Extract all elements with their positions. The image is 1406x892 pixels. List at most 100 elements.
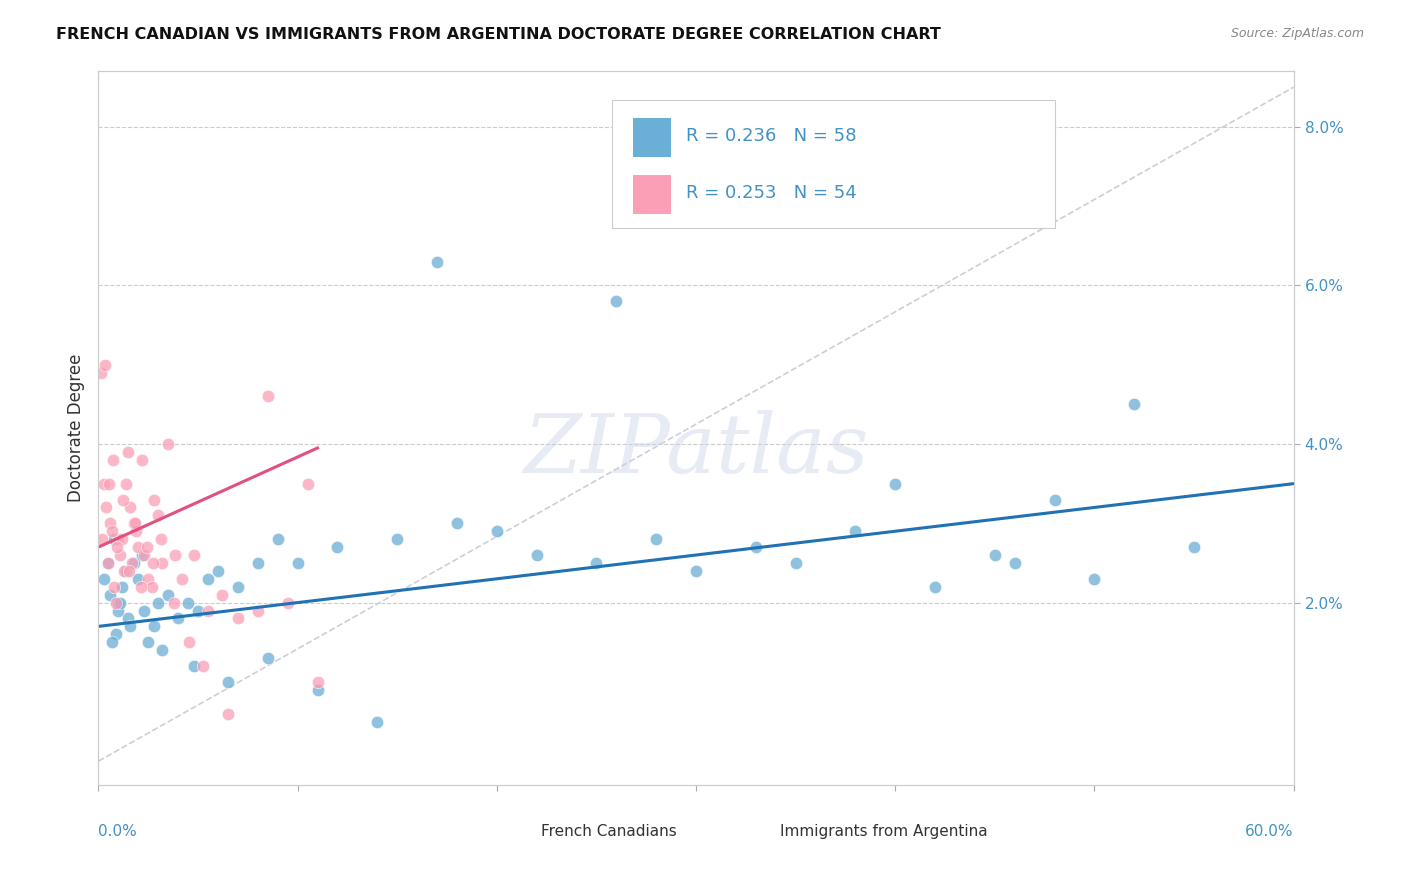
Point xyxy=(685,564,707,578)
Point xyxy=(307,674,329,689)
Point xyxy=(307,682,329,697)
Point xyxy=(446,516,468,531)
Point xyxy=(97,556,120,570)
Point xyxy=(103,532,125,546)
Point xyxy=(1182,540,1205,554)
Point xyxy=(256,651,278,665)
Point xyxy=(103,453,125,467)
Point xyxy=(124,516,146,531)
Point xyxy=(207,564,229,578)
Point xyxy=(326,540,349,554)
Point xyxy=(1083,572,1105,586)
Point xyxy=(107,532,129,546)
Point xyxy=(115,564,138,578)
Point xyxy=(101,524,124,539)
Point xyxy=(91,532,114,546)
Point xyxy=(187,603,209,617)
Point xyxy=(485,524,508,539)
Point xyxy=(385,532,409,546)
Point xyxy=(127,572,149,586)
Point xyxy=(120,500,142,515)
Point xyxy=(94,358,117,372)
Point xyxy=(226,611,249,625)
Point xyxy=(1004,556,1026,570)
Point xyxy=(148,508,170,523)
Point xyxy=(1043,492,1066,507)
Point xyxy=(98,476,121,491)
Point xyxy=(183,548,205,562)
Point xyxy=(645,532,668,546)
Point xyxy=(585,556,607,570)
Text: 60.0%: 60.0% xyxy=(1246,824,1294,838)
Point xyxy=(150,556,173,570)
Point xyxy=(177,596,200,610)
Point xyxy=(226,580,249,594)
Point xyxy=(111,580,134,594)
Point xyxy=(984,548,1007,562)
Text: R = 0.236   N = 58: R = 0.236 N = 58 xyxy=(686,127,856,145)
Text: 0.0%: 0.0% xyxy=(98,824,138,838)
Point xyxy=(197,603,219,617)
Text: R = 0.253   N = 54: R = 0.253 N = 54 xyxy=(686,184,858,202)
Point xyxy=(115,476,138,491)
Point xyxy=(605,294,627,309)
Point xyxy=(277,596,299,610)
Point xyxy=(107,603,129,617)
Point xyxy=(90,366,112,380)
Text: Immigrants from Argentina: Immigrants from Argentina xyxy=(779,824,987,838)
Point xyxy=(98,588,122,602)
Point xyxy=(134,603,156,617)
Point xyxy=(103,580,125,594)
Point xyxy=(134,548,156,562)
Point xyxy=(124,556,146,570)
Point xyxy=(167,611,190,625)
Point xyxy=(118,564,141,578)
Point xyxy=(745,540,768,554)
Point xyxy=(785,556,807,570)
Point xyxy=(426,254,449,268)
Point xyxy=(211,588,233,602)
Point xyxy=(136,635,159,649)
FancyBboxPatch shape xyxy=(633,175,671,214)
Point xyxy=(884,476,907,491)
Point xyxy=(157,437,180,451)
Point xyxy=(129,580,152,594)
Point xyxy=(97,556,120,570)
Text: French Canadians: French Canadians xyxy=(541,824,676,838)
Text: Source: ZipAtlas.com: Source: ZipAtlas.com xyxy=(1230,27,1364,40)
Point xyxy=(117,445,139,459)
FancyBboxPatch shape xyxy=(738,817,772,846)
Point xyxy=(101,635,124,649)
Text: ZIPatlas: ZIPatlas xyxy=(523,409,869,490)
Point xyxy=(844,524,866,539)
FancyBboxPatch shape xyxy=(613,100,1054,228)
Point xyxy=(157,588,180,602)
Point xyxy=(105,627,128,641)
Point xyxy=(142,556,165,570)
Point xyxy=(143,492,166,507)
Point xyxy=(297,476,319,491)
Point xyxy=(120,619,142,633)
Point xyxy=(163,596,186,610)
Point xyxy=(177,635,200,649)
Point xyxy=(105,540,128,554)
Point xyxy=(93,476,115,491)
Point xyxy=(136,540,159,554)
Point xyxy=(93,572,115,586)
Point xyxy=(924,580,946,594)
Point xyxy=(148,596,170,610)
Point xyxy=(246,556,269,570)
Point xyxy=(246,603,269,617)
Point xyxy=(267,532,290,546)
Point xyxy=(110,548,132,562)
Point xyxy=(804,183,827,197)
Point xyxy=(117,611,139,625)
Point xyxy=(526,548,548,562)
Point xyxy=(110,596,132,610)
Point xyxy=(105,596,128,610)
FancyBboxPatch shape xyxy=(499,817,533,846)
Point xyxy=(121,556,143,570)
Point xyxy=(125,524,148,539)
Point xyxy=(183,659,205,673)
Point xyxy=(150,532,173,546)
